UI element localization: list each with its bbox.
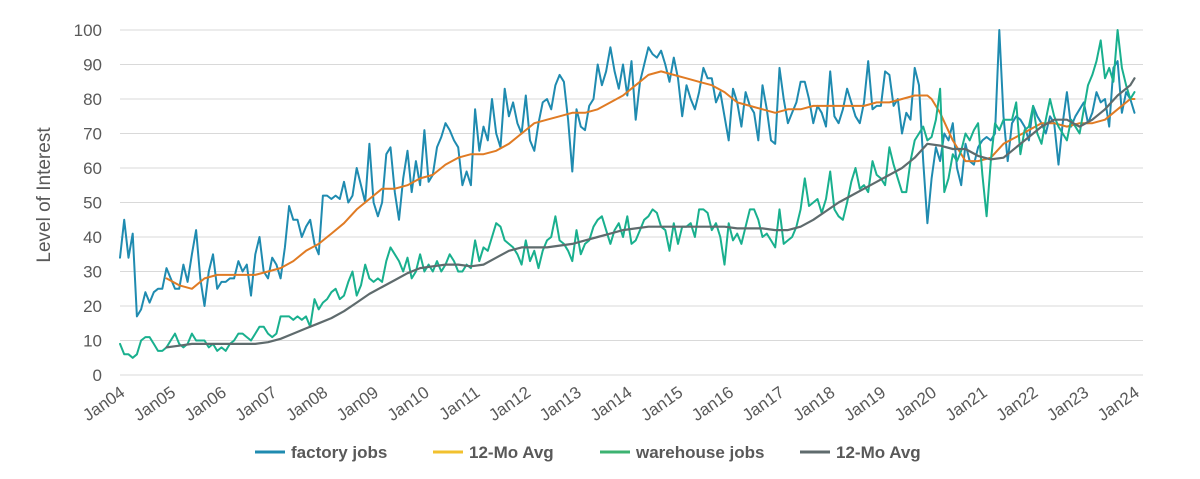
x-tick-label: Jan17 [739,383,788,425]
x-axis-ticks: Jan04 Jan05 Jan06 Jan07 Jan08 Jan09 Jan10 Jan11… [79,383,1142,425]
x-tick-label: Jan06 [181,383,230,425]
y-tick-label: 0 [93,366,102,385]
x-tick-label: Jan08 [282,383,331,425]
y-axis-ticks: 0 10 20 30 40 50 60 70 80 90 100 [74,21,102,385]
series-line-2 [119,29,1136,359]
x-tick-label: Jan05 [130,383,179,425]
x-tick-label: Jan04 [79,383,128,425]
y-tick-label: 70 [83,125,102,144]
y-tick-label: 50 [83,194,102,213]
y-tick-label: 80 [83,90,102,109]
x-tick-label: Jan16 [688,383,737,425]
y-tick-label: 90 [83,56,102,75]
x-tick-label: Jan11 [436,383,484,424]
x-tick-label: Jan07 [232,383,281,425]
x-tick-label: Jan09 [333,383,382,425]
series-lines [119,29,1136,359]
x-tick-label: Jan20 [891,383,940,425]
series-line-3 [165,77,1136,349]
x-tick-label: Jan12 [485,383,534,425]
y-tick-label: 100 [74,21,102,40]
legend-label: factory jobs [291,443,387,462]
y-tick-label: 60 [83,159,102,178]
x-tick-label: Jan23 [1043,383,1092,425]
x-tick-label: Jan18 [790,383,839,425]
x-tick-label: Jan15 [637,383,686,425]
x-tick-label: Jan19 [840,383,889,425]
series-line-1 [165,70,1136,290]
legend-label: warehouse jobs [635,443,764,462]
x-tick-label: Jan14 [587,383,636,425]
x-tick-label: Jan13 [536,383,585,425]
x-tick-label: Jan22 [993,383,1042,425]
y-axis-label: Level of Interest [34,127,55,263]
legend-label: 12-Mo Avg [469,443,554,462]
series-line-0 [119,29,1136,318]
x-tick-label: Jan10 [384,383,433,425]
y-tick-label: 20 [83,297,102,316]
y-tick-label: 40 [83,228,102,247]
x-tick-label: Jan21 [942,383,991,425]
gridlines [120,29,1143,376]
y-tick-label: 10 [83,332,102,351]
legend-label: 12-Mo Avg [836,443,921,462]
y-tick-label: 30 [83,263,102,282]
legend: factory jobs 12-Mo Avg warehouse jobs 12-Mo… [255,443,921,462]
x-tick-label: Jan24 [1094,383,1143,425]
